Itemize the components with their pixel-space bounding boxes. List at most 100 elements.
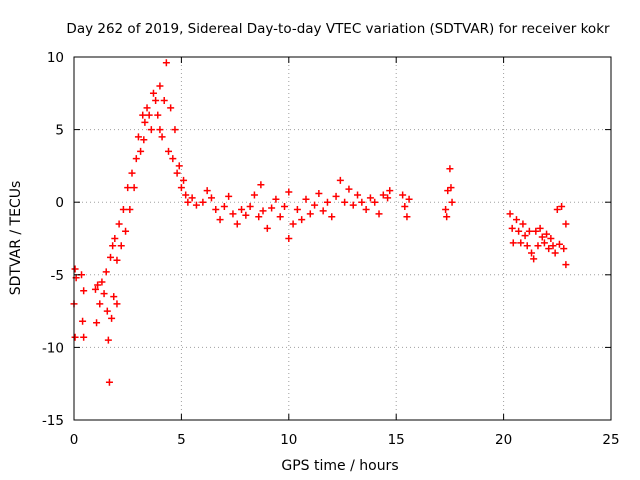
x-tick-label: 15 <box>388 432 405 448</box>
data-point <box>298 216 306 224</box>
data-point <box>259 207 267 215</box>
data-point <box>551 249 559 257</box>
data-point <box>255 213 263 221</box>
plot-frame <box>73 56 612 421</box>
data-point <box>384 194 392 202</box>
data-point <box>167 104 175 112</box>
data-point <box>246 203 254 211</box>
data-point <box>448 198 456 206</box>
grid <box>74 57 611 420</box>
data-point <box>107 253 115 261</box>
data-point <box>165 147 173 155</box>
data-point <box>528 249 536 257</box>
data-point <box>375 210 383 218</box>
data-point <box>98 278 106 286</box>
data-point <box>103 307 111 315</box>
data-point <box>366 194 374 202</box>
data-point <box>79 317 87 325</box>
data-point <box>225 192 233 200</box>
data-point <box>128 169 136 177</box>
data-point <box>109 242 117 250</box>
data-point <box>293 205 301 213</box>
data-point <box>149 89 157 97</box>
data-point <box>173 169 181 177</box>
data-point <box>362 205 370 213</box>
data-point <box>558 203 566 211</box>
data-point <box>130 184 138 192</box>
data-point <box>124 184 132 192</box>
data-point <box>386 187 394 195</box>
data-point <box>207 194 215 202</box>
data-point <box>509 239 517 247</box>
data-point <box>562 261 570 269</box>
data-point <box>268 204 276 212</box>
data-point <box>119 205 127 213</box>
data-point <box>145 111 153 119</box>
data-point <box>405 195 413 203</box>
data-point <box>126 205 134 213</box>
data-point <box>220 203 228 211</box>
data-point <box>91 285 99 293</box>
data-point <box>93 319 101 327</box>
data-point <box>549 242 557 250</box>
data-point <box>156 82 164 90</box>
data-point <box>532 227 540 235</box>
y-axis-label: SDTVAR / TECUs <box>8 181 24 296</box>
x-tick-label: 0 <box>70 432 79 448</box>
x-tick-label: 5 <box>177 432 186 448</box>
data-point <box>379 191 387 199</box>
data-point <box>180 176 188 184</box>
data-point <box>216 216 224 224</box>
data-point <box>285 235 293 242</box>
data-point <box>508 224 516 232</box>
data-point <box>188 194 196 202</box>
data-point <box>108 314 116 322</box>
data-point <box>562 220 570 228</box>
y-tick-label: -5 <box>51 268 64 284</box>
data-point <box>547 235 555 242</box>
data-point <box>162 59 170 67</box>
data-point <box>212 205 220 213</box>
data-point <box>257 181 265 189</box>
data-point <box>302 195 310 203</box>
data-point <box>229 210 237 218</box>
data-point <box>139 111 147 119</box>
data-point <box>536 224 544 232</box>
data-point <box>96 300 104 308</box>
data-point <box>80 287 88 295</box>
data-point <box>137 147 145 155</box>
data-point <box>519 220 527 228</box>
data-point <box>104 336 112 344</box>
data-point <box>182 191 190 199</box>
data-point <box>117 242 125 250</box>
y-tick-label: 5 <box>55 123 64 139</box>
y-tick-label: 10 <box>47 50 64 66</box>
data-point <box>545 245 553 253</box>
x-tick-label: 25 <box>602 432 619 448</box>
data-point <box>140 136 148 144</box>
data-point <box>105 378 113 386</box>
data-point <box>530 255 538 263</box>
y-tick-label: 0 <box>55 195 64 211</box>
data-point <box>442 205 450 213</box>
y-tick-label: -15 <box>42 413 64 429</box>
x-tick-label: 10 <box>280 432 297 448</box>
data-point <box>238 205 246 213</box>
data-point <box>100 290 108 298</box>
data-point <box>94 281 102 289</box>
data-point <box>250 191 258 199</box>
data-point <box>263 224 271 232</box>
data-point <box>158 133 166 141</box>
data-point <box>177 184 185 192</box>
data-point <box>540 239 548 247</box>
data-point <box>184 198 192 206</box>
data-point <box>403 213 411 221</box>
data-point <box>447 184 455 192</box>
data-point <box>349 201 357 209</box>
data-point <box>506 210 514 218</box>
data-point <box>446 165 454 173</box>
data-point <box>143 104 151 112</box>
data-point <box>399 191 407 199</box>
data-point <box>358 198 366 206</box>
